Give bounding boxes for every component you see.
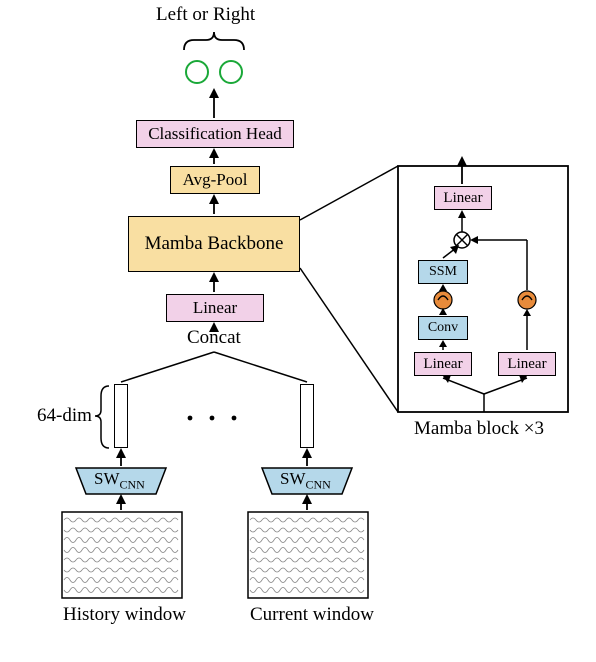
classification-head-block: Classification Head <box>136 120 294 148</box>
mb-conv: Conv <box>418 316 468 340</box>
mamba-backbone-block: Mamba Backbone <box>128 216 300 272</box>
mb-linear-top: Linear <box>434 186 492 210</box>
avg-pool-block: Avg-Pool <box>170 166 260 194</box>
classification-head-label: Classification Head <box>148 124 282 144</box>
avg-pool-label: Avg-Pool <box>183 170 248 190</box>
concat-label: Concat <box>187 327 241 349</box>
linear-main-label: Linear <box>193 298 237 318</box>
mb-linear-right: Linear <box>498 352 556 376</box>
feat-vec-left <box>114 384 128 448</box>
mb-ssm: SSM <box>418 260 468 284</box>
top-label: Left or Right <box>156 4 255 26</box>
dim-label: 64-dim <box>37 405 92 427</box>
mb-linear-left: Linear <box>414 352 472 376</box>
current-label: Current window <box>250 604 374 626</box>
swcnn-left: SWCNN <box>94 469 145 492</box>
feat-vec-right <box>300 384 314 448</box>
linear-main-block: Linear <box>166 294 264 322</box>
mamba-backbone-label: Mamba Backbone <box>145 233 284 255</box>
mamba-caption: Mamba block ×3 <box>414 418 544 440</box>
history-label: History window <box>63 604 186 626</box>
swcnn-right: SWCNN <box>280 469 331 492</box>
